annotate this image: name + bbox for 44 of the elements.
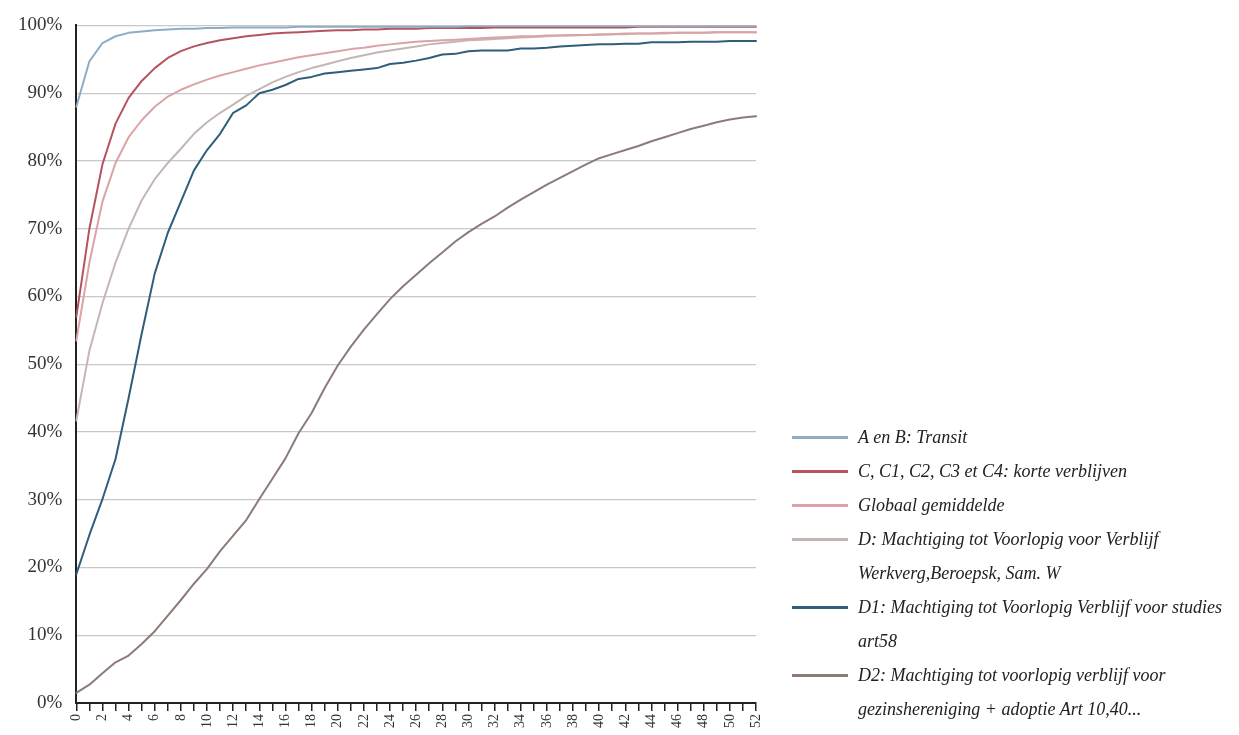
legend-label: D1: Machtiging tot Voorlopig Verblijf voor studies art58 [858,596,1223,653]
y-tick-label: 10% [27,623,63,645]
x-tick-label: 20 [329,714,345,728]
x-tick-label: 22 [355,714,371,728]
y-tick-label: 0% [37,690,63,712]
x-tick-label: 36 [538,714,554,728]
y-tick-label: 20% [27,555,63,577]
y-tick-label: 100% [18,13,63,35]
y-tick-label: 30% [27,487,63,509]
y-tick-label: 70% [27,216,63,238]
x-tick-label: 0 [68,714,83,721]
x-tick-label: 4 [120,714,136,721]
y-tick-label: 90% [27,81,63,103]
x-tick-label: 38 [564,714,580,728]
legend-label: Globaal gemiddelde [858,494,1005,517]
legend-label: D: Machtiging tot Voorlopig voor Verblijf Werkverg,Beroepsk, Sam. W [858,528,1162,585]
x-tick-label: 18 [303,714,319,728]
x-tick-label: 44 [643,714,659,728]
x-tick-label: 30 [460,714,476,728]
x-tick-label: 10 [198,714,214,728]
x-tick-label: 8 [172,714,188,721]
x-tick-label: 16 [277,714,293,728]
x-tick-label: 32 [486,714,502,728]
y-tick-label: 50% [27,352,63,374]
x-tick-label: 12 [224,714,240,728]
x-tick-label: 14 [250,714,266,728]
x-tick-label: 42 [616,714,632,728]
legend-label: D2: Machtiging tot voorlopig verblijf voor gezinshereniging + adoptie Art 10,40... [858,664,1167,721]
x-tick-label: 50 [721,714,737,728]
y-tick-label: 40% [27,419,63,441]
y-tick-label: 80% [27,148,63,170]
x-tick-label: 28 [433,714,449,728]
legend-label: C, C1, C2, C3 et C4: korte verblijven [858,460,1127,483]
x-tick-label: 6 [146,714,162,721]
x-tick-label: 40 [590,714,606,728]
x-tick-label: 34 [512,714,528,728]
x-tick-label: 26 [407,714,423,728]
x-tick-label: 24 [381,714,397,728]
y-tick-label: 60% [27,284,63,306]
legend-label: A en B: Transit [858,426,968,449]
x-tick-label: 48 [695,714,711,728]
x-tick-label: 46 [669,714,685,728]
x-tick-label: 2 [94,714,110,721]
x-tick-label: 52 [747,714,763,728]
